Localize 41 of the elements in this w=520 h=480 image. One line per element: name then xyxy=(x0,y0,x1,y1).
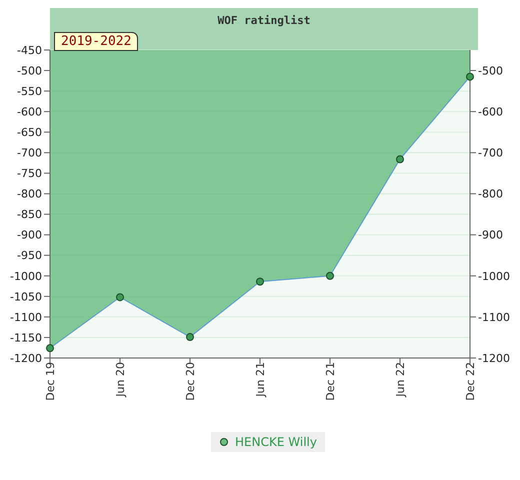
y-tick-label: -1000 xyxy=(10,270,42,283)
y-tick-label: -700 xyxy=(17,146,42,160)
y2-tick-label: -1200 xyxy=(478,352,510,365)
y-tick-label: -800 xyxy=(17,188,42,201)
y-tick-label: -1050 xyxy=(10,290,42,304)
x-tick-label: Dec 19 xyxy=(44,362,57,401)
x-tick-label: Dec 21 xyxy=(324,362,337,401)
y2-tick-label: -700 xyxy=(478,146,503,160)
point xyxy=(116,293,124,302)
point xyxy=(326,272,334,280)
y2-tick-label: -600 xyxy=(478,106,503,119)
x-tick-label: Dec 22 xyxy=(464,362,477,401)
x-tick-label: Jun 20 xyxy=(114,362,127,398)
y2-tick-label: -800 xyxy=(478,188,503,201)
y-tick-label: -450 xyxy=(17,44,42,57)
y-tick-label: -550 xyxy=(17,84,42,98)
point xyxy=(186,333,194,342)
point xyxy=(396,155,404,164)
y2-tick-label: -1000 xyxy=(478,270,510,283)
point xyxy=(46,344,54,352)
y-tick-label: -850 xyxy=(17,208,42,222)
y-tick-label: -900 xyxy=(17,228,42,242)
legend-label: HENCKE Willy xyxy=(235,435,317,449)
y-tick-label: -1100 xyxy=(10,310,42,324)
chart-title: WOF ratinglist xyxy=(218,14,310,27)
y-tick-label: -650 xyxy=(17,126,42,140)
point xyxy=(256,278,264,286)
y-tick-label: -600 xyxy=(17,106,42,119)
y-tick-label: -1150 xyxy=(10,331,42,344)
y-tick-label: -950 xyxy=(17,249,42,262)
x-tick-label: Dec 20 xyxy=(184,362,197,401)
y2-tick-label: -900 xyxy=(478,228,503,242)
point xyxy=(466,72,474,81)
x-tick-label: Jun 21 xyxy=(254,362,267,398)
y-tick-label: -750 xyxy=(17,167,42,180)
y-tick-label: -500 xyxy=(17,64,42,78)
text: 2019-2022 xyxy=(54,32,138,51)
y2-tick-label: -1100 xyxy=(478,310,510,324)
y2-tick-label: -500 xyxy=(478,64,503,78)
y-tick-label: -1200 xyxy=(10,352,42,365)
x-tick-label: Jun 22 xyxy=(394,362,407,398)
